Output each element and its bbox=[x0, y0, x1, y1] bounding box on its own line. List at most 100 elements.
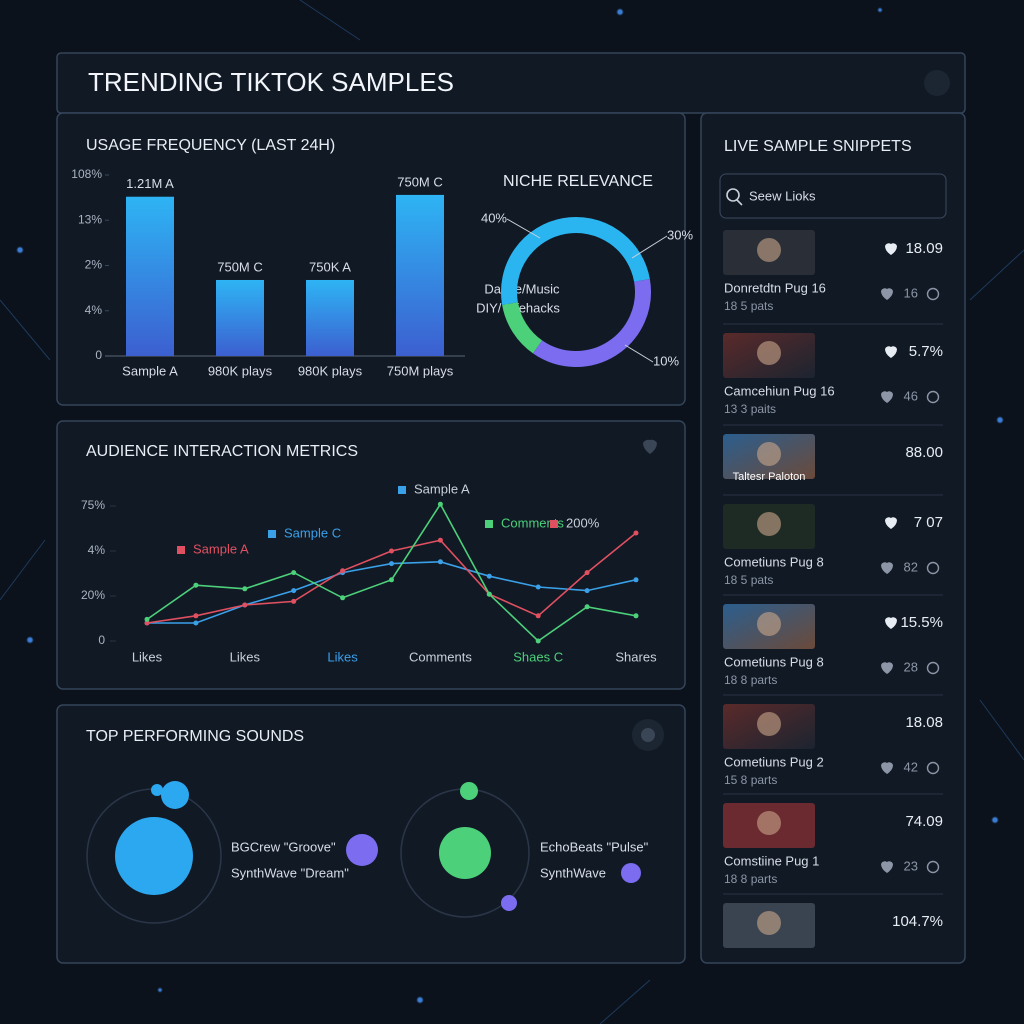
data-point bbox=[535, 613, 541, 619]
x-tick-label: 980K plays bbox=[208, 363, 273, 378]
donut-segment bbox=[502, 301, 543, 354]
like-icon[interactable] bbox=[881, 288, 893, 300]
search-text: Seew Lioks bbox=[749, 188, 816, 203]
data-point bbox=[437, 501, 443, 507]
snippet-name: Camcehiun Pug 16 bbox=[724, 383, 835, 398]
legend-swatch bbox=[177, 546, 185, 554]
data-point bbox=[242, 602, 248, 608]
snippet-likes: 28 bbox=[904, 659, 918, 674]
data-point bbox=[437, 537, 443, 543]
data-point bbox=[389, 561, 394, 567]
like-icon[interactable] bbox=[881, 762, 893, 774]
comment-icon[interactable] bbox=[926, 761, 940, 775]
comment-icon[interactable] bbox=[926, 561, 940, 575]
thumbnail-caption: Taltesr Paloton bbox=[733, 471, 806, 483]
bar bbox=[126, 196, 174, 356]
annotation: 200% bbox=[566, 515, 600, 530]
y-tick-label: 13% bbox=[78, 212, 102, 226]
snippet-parts: 18 8 parts bbox=[724, 673, 777, 687]
data-point bbox=[584, 570, 590, 576]
x-tick-label: Likes bbox=[230, 649, 261, 664]
search-box[interactable] bbox=[719, 173, 947, 219]
thumbnail-figure bbox=[757, 911, 781, 935]
data-point bbox=[144, 616, 150, 622]
snippet-name: Cometiuns Pug 8 bbox=[724, 654, 824, 669]
x-tick-label: Shares bbox=[615, 649, 657, 664]
thumbnail-figure bbox=[757, 712, 781, 736]
comment-icon[interactable] bbox=[926, 390, 940, 404]
snippet-parts: 13 3 paits bbox=[724, 402, 776, 416]
thumbnail-figure bbox=[757, 341, 781, 365]
heart-icon bbox=[885, 346, 897, 358]
snippet-parts: 18 5 pats bbox=[724, 573, 773, 587]
heart-icon bbox=[885, 617, 897, 629]
sound-label: EchoBeats "Pulse" bbox=[540, 839, 649, 854]
data-point bbox=[633, 613, 639, 619]
snippet-parts: 18 8 parts bbox=[724, 872, 777, 886]
bar bbox=[306, 279, 354, 356]
sound-label: SynthWave bbox=[540, 865, 606, 880]
data-point bbox=[389, 548, 394, 554]
comment-icon[interactable] bbox=[926, 287, 940, 301]
sounds-panel bbox=[56, 704, 686, 964]
like-icon[interactable] bbox=[881, 861, 893, 873]
data-point bbox=[291, 588, 297, 594]
data-point bbox=[437, 559, 443, 565]
settings-button[interactable] bbox=[924, 70, 950, 96]
search-icon bbox=[736, 199, 743, 206]
snippet-stat: 104.7% bbox=[892, 913, 943, 930]
snippet-stat: 7 07 bbox=[914, 514, 943, 531]
data-point bbox=[144, 620, 150, 626]
data-point bbox=[389, 577, 394, 583]
snippet-likes: 46 bbox=[904, 388, 918, 403]
sound-label: SynthWave "Dream" bbox=[231, 865, 349, 880]
like-icon[interactable] bbox=[881, 391, 893, 403]
panel-title: AUDIENCE INTERACTION METRICS bbox=[86, 443, 358, 460]
snippet-stat: 18.09 bbox=[905, 240, 943, 257]
segment-label: 40% bbox=[481, 210, 507, 225]
x-tick-label: 980K plays bbox=[298, 363, 363, 378]
data-point bbox=[193, 582, 199, 588]
x-tick-label: Likes bbox=[132, 649, 163, 664]
legend-label: Comments bbox=[501, 515, 564, 530]
y-tick-label: 75% bbox=[81, 498, 105, 512]
donut-label: Dance/Music bbox=[484, 281, 560, 296]
data-point bbox=[193, 613, 199, 619]
x-tick-label: 750M plays bbox=[387, 363, 454, 378]
y-tick-label: 4% bbox=[85, 303, 103, 317]
data-point bbox=[633, 577, 639, 583]
snippet-parts: 15 8 parts bbox=[724, 773, 777, 787]
legend-swatch bbox=[485, 520, 493, 528]
snippet-likes: 16 bbox=[904, 285, 918, 300]
comment-icon[interactable] bbox=[926, 860, 940, 874]
value-label: 1.21M A bbox=[126, 176, 174, 191]
bar bbox=[396, 194, 444, 356]
legend-swatch bbox=[268, 530, 276, 538]
panel-title: NICHE RELEVANCE bbox=[503, 173, 653, 190]
snippets-panel bbox=[700, 112, 966, 964]
like-icon[interactable] bbox=[881, 662, 893, 674]
favorite-icon[interactable] bbox=[643, 439, 657, 454]
snippet-stat: 74.09 bbox=[905, 813, 943, 830]
panel-title: LIVE SAMPLE SNIPPETS bbox=[724, 138, 912, 155]
like-icon[interactable] bbox=[881, 562, 893, 574]
snippet-stat: 5.7% bbox=[909, 343, 943, 360]
data-point bbox=[584, 604, 590, 610]
thumbnail-figure bbox=[757, 811, 781, 835]
snippet-likes: 42 bbox=[904, 759, 918, 774]
comment-icon[interactable] bbox=[926, 661, 940, 675]
leader-line bbox=[624, 344, 654, 363]
snippet-likes: 23 bbox=[904, 858, 918, 873]
legend-swatch bbox=[398, 486, 406, 494]
y-tick-label: 4% bbox=[88, 543, 106, 557]
snippet-stat: 15.5% bbox=[900, 614, 943, 631]
heart-icon bbox=[885, 243, 897, 255]
panel-title: USAGE FREQUENCY (LAST 24H) bbox=[86, 137, 335, 154]
segment-label: 10% bbox=[653, 353, 679, 368]
x-tick-label: Comments bbox=[409, 649, 472, 664]
thumbnail-figure bbox=[757, 512, 781, 536]
value-label: 750K A bbox=[309, 259, 351, 274]
data-point bbox=[486, 591, 492, 597]
